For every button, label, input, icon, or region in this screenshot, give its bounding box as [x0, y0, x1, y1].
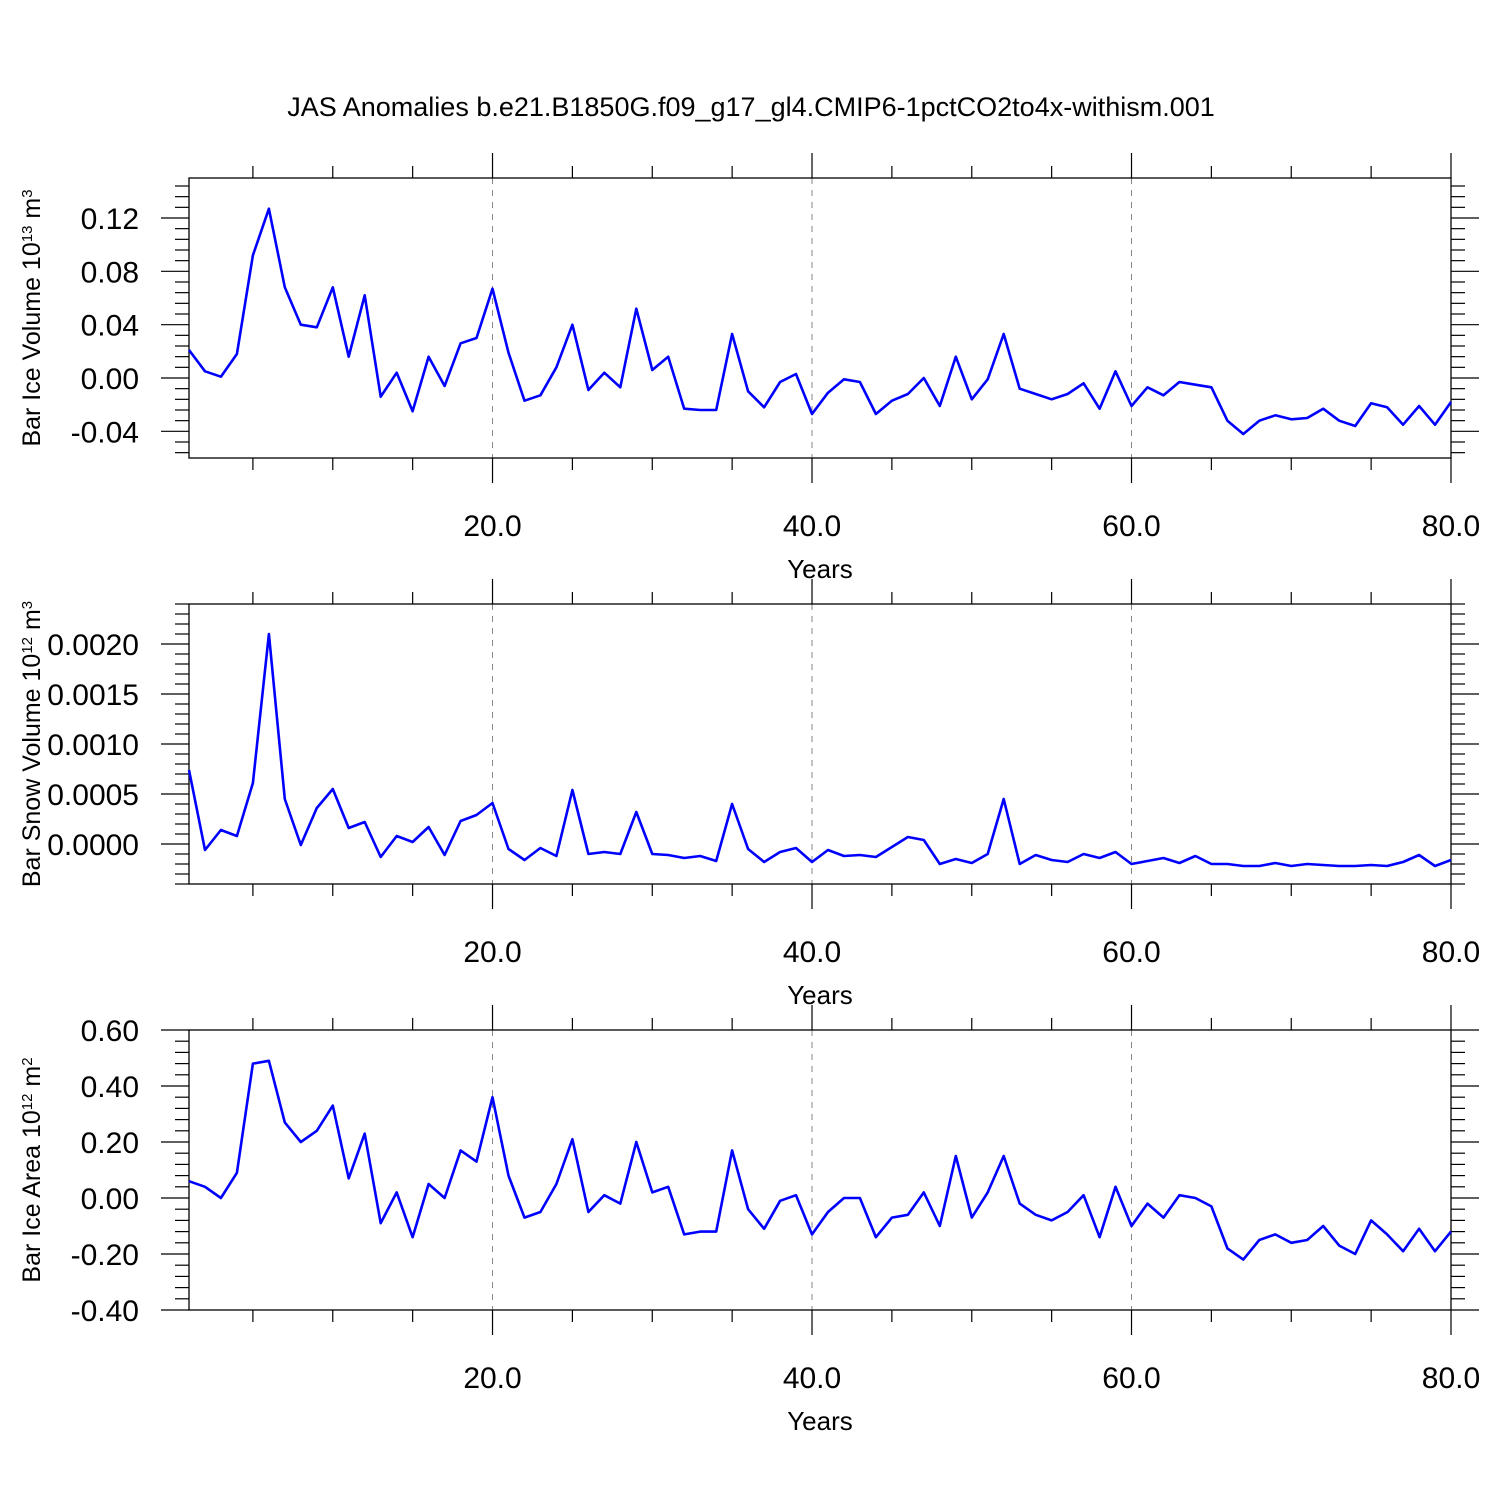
y-tick-label: -0.20	[71, 1239, 139, 1272]
y-axis-label-superscript: 2	[19, 1057, 36, 1065]
x-tick-label: 60.0	[1102, 510, 1160, 543]
y-axis-label-part: Bar Ice Volume 10	[18, 242, 46, 446]
y-tick-label: 0.12	[81, 203, 139, 236]
x-tick-label: 80.0	[1422, 936, 1480, 969]
y-tick-label: 0.60	[81, 1015, 139, 1048]
y-tick-label: 0.0010	[47, 729, 139, 762]
x-tick-label: 40.0	[783, 1362, 841, 1395]
x-tick-label: 80.0	[1422, 1362, 1480, 1395]
x-tick-label: 40.0	[783, 510, 841, 543]
series-line	[187, 632, 1452, 868]
y-tick-label: 0.0015	[47, 679, 139, 712]
y-axis-label-superscript: 3	[19, 601, 36, 609]
y-tick-label: 0.00	[81, 1183, 139, 1216]
x-tick-label: 20.0	[463, 510, 521, 543]
y-tick-label: 0.00	[81, 363, 139, 396]
y-tick-label: 0.0005	[47, 779, 139, 812]
y-axis-label-superscript: 12	[19, 637, 36, 654]
x-axis-label: Years	[787, 554, 853, 584]
x-tick-label: 80.0	[1422, 510, 1480, 543]
x-axis-label: Years	[787, 1406, 853, 1436]
y-axis-label-part: Bar Snow Volume 10	[18, 654, 46, 887]
y-axis-label-part: Bar Ice Area 10	[18, 1110, 46, 1282]
y-axis-label: Bar Ice Volume 1013 m3	[18, 189, 46, 446]
y-tick-label: 0.0020	[47, 629, 139, 662]
y-tick-label: -0.04	[71, 416, 139, 449]
y-tick-label: 0.08	[81, 256, 139, 289]
y-axis-label-superscript: 12	[19, 1094, 36, 1111]
series-line	[188, 1059, 1453, 1261]
plot-frame	[188, 603, 1452, 885]
y-axis-label-part: m	[18, 609, 46, 637]
x-tick-label: 60.0	[1102, 1362, 1160, 1395]
chart-panel-1: -0.04 0.00 0.04 0.08 0.12 20.0 40.0 60.0 80.0 Yea…	[18, 153, 1480, 584]
figure-title: JAS Anomalies b.e21.B1850G.f09_g17_gl4.C…	[287, 92, 1215, 122]
x-tick-label: 20.0	[463, 936, 521, 969]
y-axis-label-part: m	[18, 1066, 46, 1094]
chart-panel-2: 0.0000 0.0005 0.0010 0.0015 0.0020 20.0 40.0 60…	[18, 579, 1480, 1010]
x-tick-label: 20.0	[463, 1362, 521, 1395]
y-tick-label: 0.40	[81, 1071, 139, 1104]
x-tick-label: 40.0	[783, 936, 841, 969]
y-axis-label: Bar Ice Area 1012 m2	[18, 1057, 46, 1282]
plot-frame	[188, 177, 1452, 459]
x-axis-label: Years	[787, 980, 853, 1010]
y-axis-label-superscript: 13	[19, 226, 36, 243]
y-tick-label: 0.04	[81, 310, 139, 343]
y-tick-label: 0.0000	[47, 829, 139, 862]
y-tick-label: 0.20	[81, 1127, 139, 1160]
y-axis-label: Bar Snow Volume 1012 m3	[18, 601, 46, 887]
chart-panel-3: -0.40 -0.20 0.00 0.20 0.40 0.60 20.0 40.0 60.0 80…	[18, 1005, 1480, 1436]
series-line	[187, 207, 1453, 436]
y-axis-label-part: m	[18, 198, 46, 226]
plot-frame	[188, 1029, 1452, 1311]
x-tick-label: 60.0	[1102, 936, 1160, 969]
y-tick-label: -0.40	[71, 1295, 139, 1328]
y-axis-label-superscript: 3	[19, 189, 36, 197]
